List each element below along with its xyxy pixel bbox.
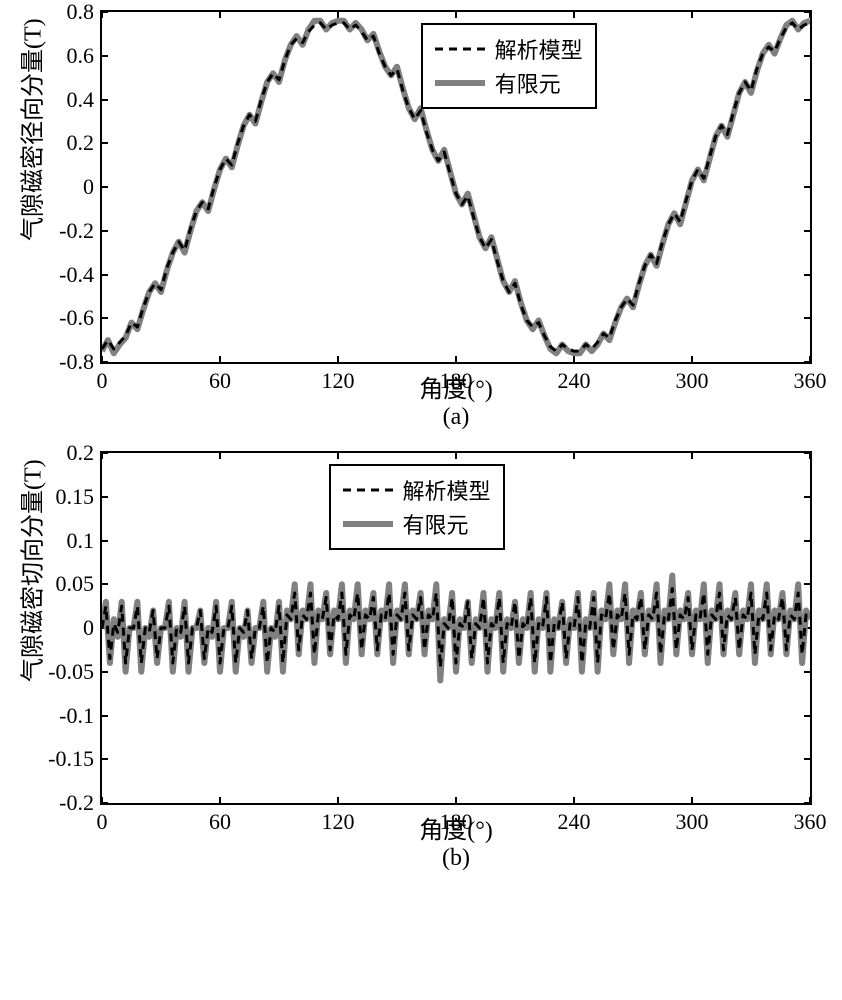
legend-item: 解析模型 [343,474,491,506]
xtick-label: 300 [676,368,709,394]
ytick-label: 0.1 [67,528,95,554]
xtick-label: 180 [440,368,473,394]
ytick-label: -0.2 [59,218,94,244]
ytick-label: 0.2 [67,440,95,466]
ytick-label: -0.8 [59,349,94,375]
legend-label: 有限元 [403,508,469,540]
ytick-label: 0 [83,174,94,200]
ytick-label: -0.15 [48,746,94,772]
xtick-label: 240 [558,809,591,835]
ytick-label: 0.15 [56,484,95,510]
chart-b-panel: 气隙磁密切向分量(T) -0.2-0.15-0.1-0.0500.050.10.… [10,451,832,872]
ytick-label: 0 [83,615,94,641]
xtick-label: 240 [558,368,591,394]
legend-swatch [435,44,485,54]
xtick-label: 60 [209,368,231,394]
legend-swatch [343,519,393,529]
chart-a-panel: 气隙磁密径向分量(T) -0.8-0.6-0.4-0.200.20.40.60.… [10,10,832,431]
chart-b-ylabel: 气隙磁密切向分量(T) [13,642,48,682]
chart-b-legend: 解析模型有限元 [329,464,505,550]
ytick-label: 0.4 [67,87,95,113]
ytick-label: -0.1 [59,703,94,729]
legend-swatch [343,485,393,495]
xtick-label: 120 [322,809,355,835]
legend-item: 有限元 [343,508,491,540]
xtick-label: 0 [97,368,108,394]
xtick-label: 120 [322,368,355,394]
legend-item: 解析模型 [435,33,583,65]
ytick-label: 0.05 [56,571,95,597]
ytick-label: -0.2 [59,790,94,816]
ytick-label: 0.2 [67,130,95,156]
xtick-label: 0 [97,809,108,835]
ytick-label: -0.4 [59,262,94,288]
legend-swatch [435,78,485,88]
legend-label: 解析模型 [495,33,583,65]
legend-label: 解析模型 [403,474,491,506]
chart-b-plot: -0.2-0.15-0.1-0.0500.050.10.150.20601201… [100,451,812,805]
xtick-label: 300 [676,809,709,835]
ytick-label: -0.6 [59,305,94,331]
chart-a-plot: -0.8-0.6-0.4-0.200.20.40.60.806012018024… [100,10,812,364]
chart-a-legend: 解析模型有限元 [421,23,597,109]
legend-label: 有限元 [495,67,561,99]
chart-a-ylabel: 气隙磁密径向分量(T) [13,201,48,241]
xtick-label: 60 [209,809,231,835]
ytick-label: 0.8 [67,0,95,25]
xtick-label: 360 [794,368,827,394]
series-有限元 [102,576,810,681]
xtick-label: 180 [440,809,473,835]
ytick-label: 0.6 [67,43,95,69]
ytick-label: -0.05 [48,659,94,685]
legend-item: 有限元 [435,67,583,99]
xtick-label: 360 [794,809,827,835]
chart-a-sublabel: (a) [100,404,812,431]
chart-b-sublabel: (b) [100,845,812,872]
